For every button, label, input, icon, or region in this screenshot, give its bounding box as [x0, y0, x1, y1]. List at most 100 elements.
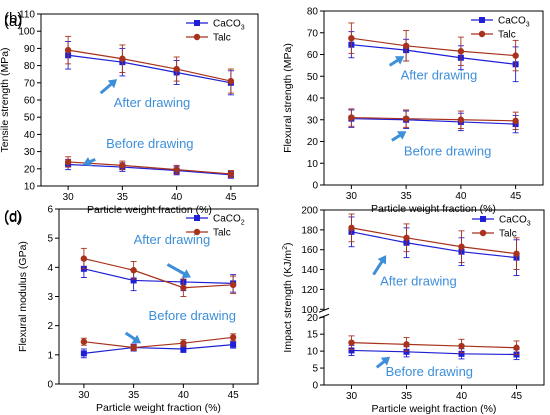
x-tick-label: 40	[178, 390, 190, 401]
y-axis-label: Tensile strength (MPa)	[0, 47, 11, 152]
series-line	[68, 161, 231, 175]
legend-label-sub: 3	[241, 25, 245, 32]
series-line	[83, 268, 234, 284]
legend-marker	[478, 30, 486, 38]
data-point	[348, 114, 355, 121]
data-point	[80, 350, 87, 357]
panel-label: (b)	[4, 10, 22, 27]
legend-label: Talc	[498, 30, 516, 41]
x-tick-label: 45	[228, 390, 240, 401]
series-talc-after	[80, 247, 237, 297]
x-tick-label: 35	[128, 390, 140, 401]
legend-label: Talc	[499, 229, 517, 240]
series-line	[83, 344, 234, 354]
series-caco3-after	[348, 216, 520, 276]
y-tick-label: 10	[307, 159, 319, 170]
series-talc-after	[64, 35, 235, 94]
x-axis-label: Particle weight fraction (%)	[372, 403, 497, 415]
annotation: After drawing	[134, 232, 210, 279]
x-axis-label: Particle weight fraction (%)	[371, 203, 496, 215]
data-point	[348, 347, 355, 354]
data-point	[173, 65, 180, 73]
y-tick-label: 40	[307, 94, 319, 105]
y-tick-label: 5	[312, 364, 318, 375]
data-point	[403, 234, 410, 241]
y-tick-label: 0	[312, 181, 318, 192]
annotation: Before drawing	[391, 131, 491, 159]
x-tick-label: 40	[456, 391, 468, 402]
data-point	[458, 342, 465, 350]
legend-label-text: CaCO	[498, 16, 526, 27]
data-point	[457, 116, 465, 123]
series-line	[68, 163, 231, 176]
y-tick-label: 10	[307, 347, 319, 358]
annotation: Before drawing	[375, 356, 473, 379]
series-line	[351, 116, 516, 122]
data-point	[130, 344, 137, 351]
x-tick-label: 45	[225, 192, 237, 203]
annotation-text: Before drawing	[386, 364, 473, 379]
data-point	[403, 348, 410, 355]
y-tick-label: 20	[307, 137, 319, 148]
data-point	[64, 158, 72, 166]
y-tick-label: 15	[307, 330, 319, 341]
data-point	[229, 281, 237, 289]
series-line	[68, 54, 231, 84]
series-caco3-after	[65, 41, 234, 96]
data-point	[403, 341, 410, 348]
y-tick-label: 90	[24, 44, 36, 55]
y-tick-label: 160	[301, 245, 318, 256]
x-tick-label: 30	[346, 391, 358, 402]
data-point	[130, 267, 137, 274]
y-tick-label: 30	[24, 147, 36, 158]
x-tick-label: 35	[401, 191, 413, 202]
data-point	[227, 170, 235, 178]
y-axis-label: Impact strength (KJ/m2)	[282, 242, 294, 352]
y-tick-label: 40	[24, 130, 36, 141]
panel-b: 30 35 40 45 0 10 20 30 40 50 60 70 80 Particle weight…	[4, 7, 544, 215]
legend-label-sub: 2	[241, 220, 245, 227]
x-tick-label: 30	[78, 390, 90, 401]
legend-label-text: Talc	[213, 228, 231, 239]
x-tick-label: 30	[63, 192, 75, 203]
y-tick-label: 140	[301, 265, 318, 276]
x-axis-label: Particle weight fraction (%)	[87, 204, 212, 216]
data-point	[229, 334, 237, 341]
data-point	[402, 42, 410, 49]
legend-label: CaCO2	[213, 214, 245, 227]
series-line	[351, 37, 516, 57]
panel-a: 30 35 40 45 10 20 30 40 50 60 70 80 90 100 110 Particle…	[0, 10, 259, 216]
y-tick-label: 180	[301, 225, 318, 236]
y-tick-label: 0	[47, 380, 53, 391]
data-point	[513, 250, 520, 257]
annotation-arrow-head	[82, 157, 93, 167]
x-tick-label: 35	[401, 391, 413, 402]
annotation-text: After drawing	[401, 68, 478, 83]
y-tick-label: 100	[301, 305, 318, 316]
annotation-text: After drawing	[114, 95, 191, 110]
legend-label: Talc	[213, 228, 231, 239]
y-tick-label: 20	[24, 164, 36, 175]
x-tick-label: 35	[117, 192, 129, 203]
legend-label: CaCO3	[213, 19, 245, 32]
axis-break-mark	[318, 307, 330, 313]
series-talc-after	[348, 22, 519, 72]
legend-label: Talc	[213, 33, 231, 44]
y-axis-label-text: Flexural strength (MPa)	[282, 43, 294, 153]
y-tick-label: 70	[24, 78, 36, 89]
y-tick-label: 50	[24, 113, 36, 124]
y-tick-label: 1	[47, 350, 53, 361]
data-point	[130, 277, 137, 284]
annotation: Before drawing	[82, 136, 194, 167]
series-talc-before	[64, 156, 235, 178]
legend-marker	[194, 215, 200, 221]
x-tick-label: 40	[455, 191, 467, 202]
data-point	[457, 48, 465, 55]
legend-label-text: CaCO	[213, 214, 241, 225]
y-tick-label: 2	[47, 321, 53, 332]
series-caco3-after	[80, 259, 237, 293]
y-axis-label: Flexural modulus (GPa)	[17, 241, 29, 352]
